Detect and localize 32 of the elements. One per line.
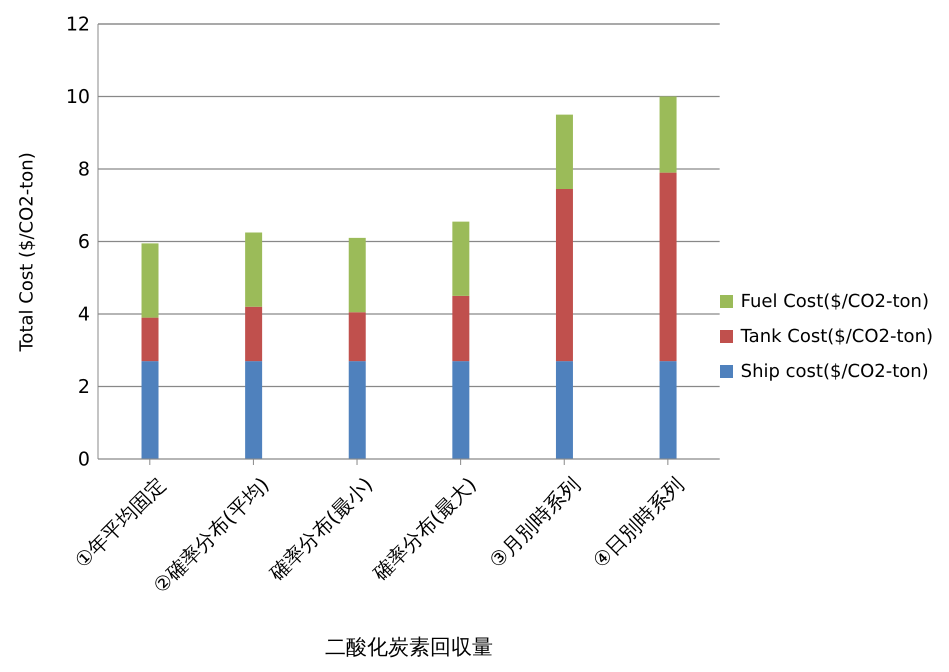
bar xyxy=(452,296,470,362)
bar xyxy=(348,238,366,312)
y-tick-label: 12 xyxy=(66,14,90,36)
bar xyxy=(348,312,366,362)
x-tick-label: ④日別時系列 xyxy=(588,472,688,573)
bar xyxy=(245,361,262,459)
y-tick-label: 6 xyxy=(78,231,90,254)
y-axis-title: Total Cost ($/CO2-ton) xyxy=(16,152,38,352)
bar xyxy=(660,96,677,173)
y-tick-label: 10 xyxy=(66,86,90,108)
bar xyxy=(556,114,573,189)
bar xyxy=(556,188,573,362)
bar xyxy=(142,318,159,362)
y-tick-label: 8 xyxy=(78,158,90,181)
y-tick-label: 2 xyxy=(78,376,90,398)
bar xyxy=(660,172,677,362)
bar xyxy=(142,243,159,318)
bar xyxy=(245,306,262,362)
x-tick-label: ③月別時系列 xyxy=(484,472,585,573)
legend-label: Ship cost($/CO2-ton) xyxy=(740,360,929,382)
legend-label: Fuel Cost($/CO2-ton) xyxy=(740,290,929,312)
bar xyxy=(556,361,573,459)
bar xyxy=(660,361,677,459)
y-tick-label: 4 xyxy=(78,304,90,326)
bar xyxy=(452,222,470,296)
x-axis-title: 二酸化炭素回収量 xyxy=(324,635,493,659)
legend-label: Tank Cost($/CO2-ton) xyxy=(740,326,933,346)
bar xyxy=(348,361,366,459)
bar xyxy=(245,232,262,307)
bar xyxy=(452,361,470,459)
bar xyxy=(142,361,159,459)
y-tick-label: 0 xyxy=(78,448,90,471)
